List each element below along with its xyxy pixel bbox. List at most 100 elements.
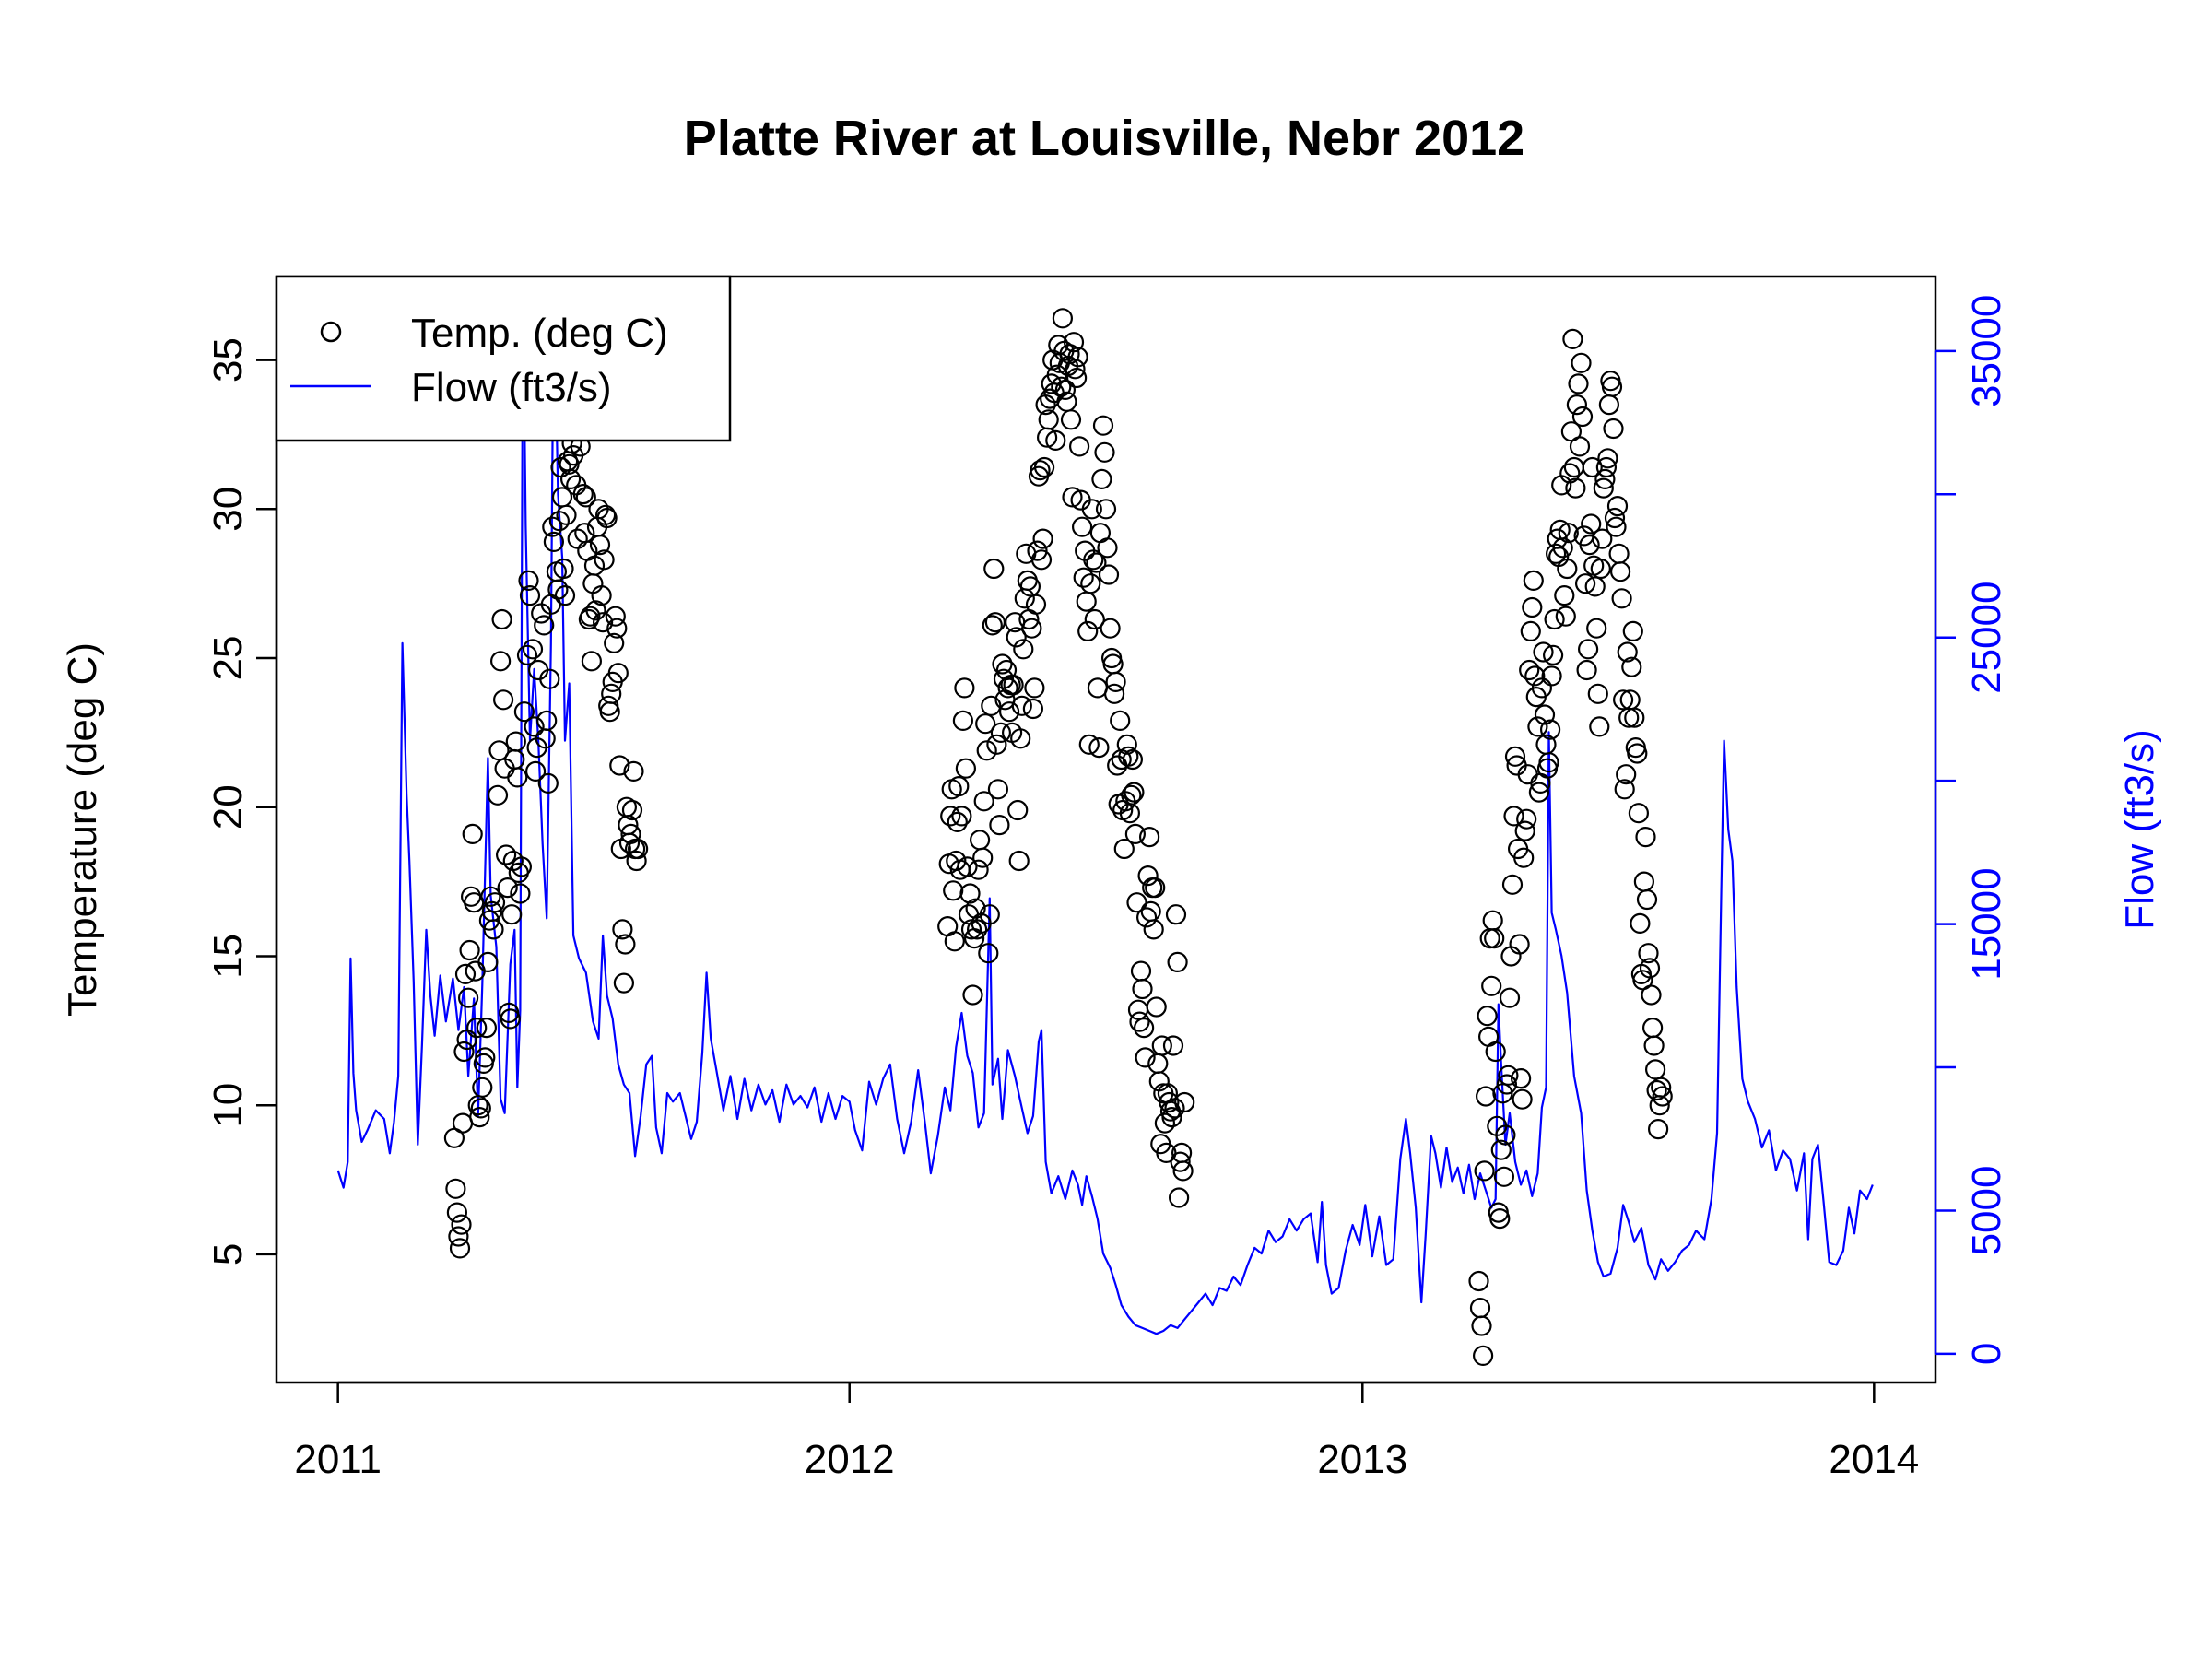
temp-point [1499, 987, 1521, 1008]
temp-point [1496, 1074, 1518, 1095]
temp-point [554, 584, 576, 606]
y-axis-right: 0 5000 15000 25000 35000 [1934, 295, 2009, 1365]
temp-point [1092, 415, 1114, 436]
temp-point [623, 760, 644, 782]
temp-point [955, 758, 977, 779]
temp-point [1509, 934, 1530, 955]
temp-point [1565, 477, 1586, 499]
temp-point [1606, 516, 1627, 537]
temp-point [594, 549, 615, 571]
temp-point [1132, 978, 1153, 1000]
temp-point [559, 453, 580, 475]
temp-point [589, 534, 611, 556]
temp-point [1110, 710, 1131, 732]
temp-point [966, 919, 988, 940]
legend: Temp. (deg C) Flow (ft3/s) [275, 275, 732, 442]
temp-point [1138, 826, 1160, 848]
chart-title: Platte River at Louisville, Nebr 2012 [684, 111, 1524, 166]
temp-point [1636, 888, 1658, 911]
temp-point [978, 943, 999, 964]
temp-point [947, 811, 968, 833]
temp-point [954, 677, 975, 699]
temp-point [1135, 1047, 1156, 1068]
temp-point [951, 806, 972, 827]
temp-point [1098, 564, 1120, 585]
temp-point [1133, 1017, 1155, 1039]
temp-point [1022, 698, 1044, 720]
temp-point [1006, 627, 1027, 648]
temp-point [1534, 704, 1556, 725]
temp-point [1594, 468, 1616, 490]
temp-point [1523, 570, 1544, 592]
temp-point [1504, 746, 1526, 767]
temp-point [1490, 1139, 1512, 1160]
temp-point [1558, 523, 1579, 544]
temp-point [976, 740, 997, 761]
y-axis-left: 5 10 15 20 25 30 35 [206, 337, 278, 1265]
temp-point [1474, 1160, 1495, 1182]
temp-point [1539, 719, 1561, 740]
temp-point [1593, 477, 1614, 499]
temp-point [983, 558, 1005, 580]
temp-point [992, 653, 1013, 675]
temp-point [476, 1017, 498, 1039]
temp-point [1545, 543, 1567, 564]
temp-point [1584, 576, 1606, 597]
temp-point [1135, 907, 1158, 928]
temp-point [487, 784, 509, 806]
temp-point [1614, 779, 1635, 800]
temp-point [1571, 352, 1592, 373]
temp-point [1007, 799, 1029, 821]
temp-point [1590, 558, 1611, 580]
temp-point [1083, 549, 1104, 571]
legend-box [275, 275, 732, 442]
temp-point [1164, 1098, 1185, 1119]
temp-point [469, 1106, 490, 1128]
temp-point [1052, 308, 1074, 329]
temp-point [1077, 620, 1099, 642]
temp-point [1060, 409, 1082, 430]
temp-point [1143, 919, 1164, 940]
temp-point [1586, 618, 1607, 639]
temp-point [1088, 736, 1110, 759]
temp-point [952, 710, 974, 732]
legend-symbol-temp [320, 321, 342, 343]
temp-point [944, 931, 965, 952]
temp-point [1091, 468, 1112, 490]
temp-point [1124, 823, 1147, 845]
temp-point [1122, 748, 1144, 771]
temp-point [1519, 659, 1540, 681]
temp-point [462, 823, 483, 845]
temp-point [1481, 975, 1502, 996]
temp-point [1597, 448, 1618, 469]
temp-point [1579, 534, 1600, 556]
temp-point [1484, 927, 1505, 949]
temp-point [1624, 707, 1645, 728]
y-tick-label-left: 5 [206, 1243, 251, 1265]
temp-point [1094, 441, 1115, 463]
temp-point [1062, 487, 1083, 508]
temp-point [448, 1226, 469, 1247]
temp-point [1638, 943, 1659, 964]
y-axis-left-label: Temperature (deg C) [60, 642, 105, 1017]
temp-point [596, 507, 618, 529]
temp-point [982, 615, 1003, 636]
temp-point [491, 608, 512, 630]
temp-point [1172, 1160, 1194, 1182]
y-tick-label-left: 10 [206, 1083, 251, 1128]
temp-point [981, 695, 1002, 716]
temp-point [1030, 549, 1053, 571]
temp-point [1054, 379, 1077, 400]
temp-point [1086, 552, 1107, 573]
temp-point [1557, 558, 1578, 580]
temp-point [1652, 1086, 1673, 1107]
temp-point [1538, 752, 1559, 773]
temp-point [979, 904, 1000, 925]
temp-point [965, 898, 986, 919]
x-axis: 2011 2012 2013 2014 [294, 1381, 1919, 1482]
temp-point [626, 850, 647, 872]
temp-point [1621, 656, 1642, 677]
temp-point [1154, 1112, 1176, 1134]
temp-point [1129, 1011, 1150, 1032]
temp-point [1611, 588, 1632, 609]
